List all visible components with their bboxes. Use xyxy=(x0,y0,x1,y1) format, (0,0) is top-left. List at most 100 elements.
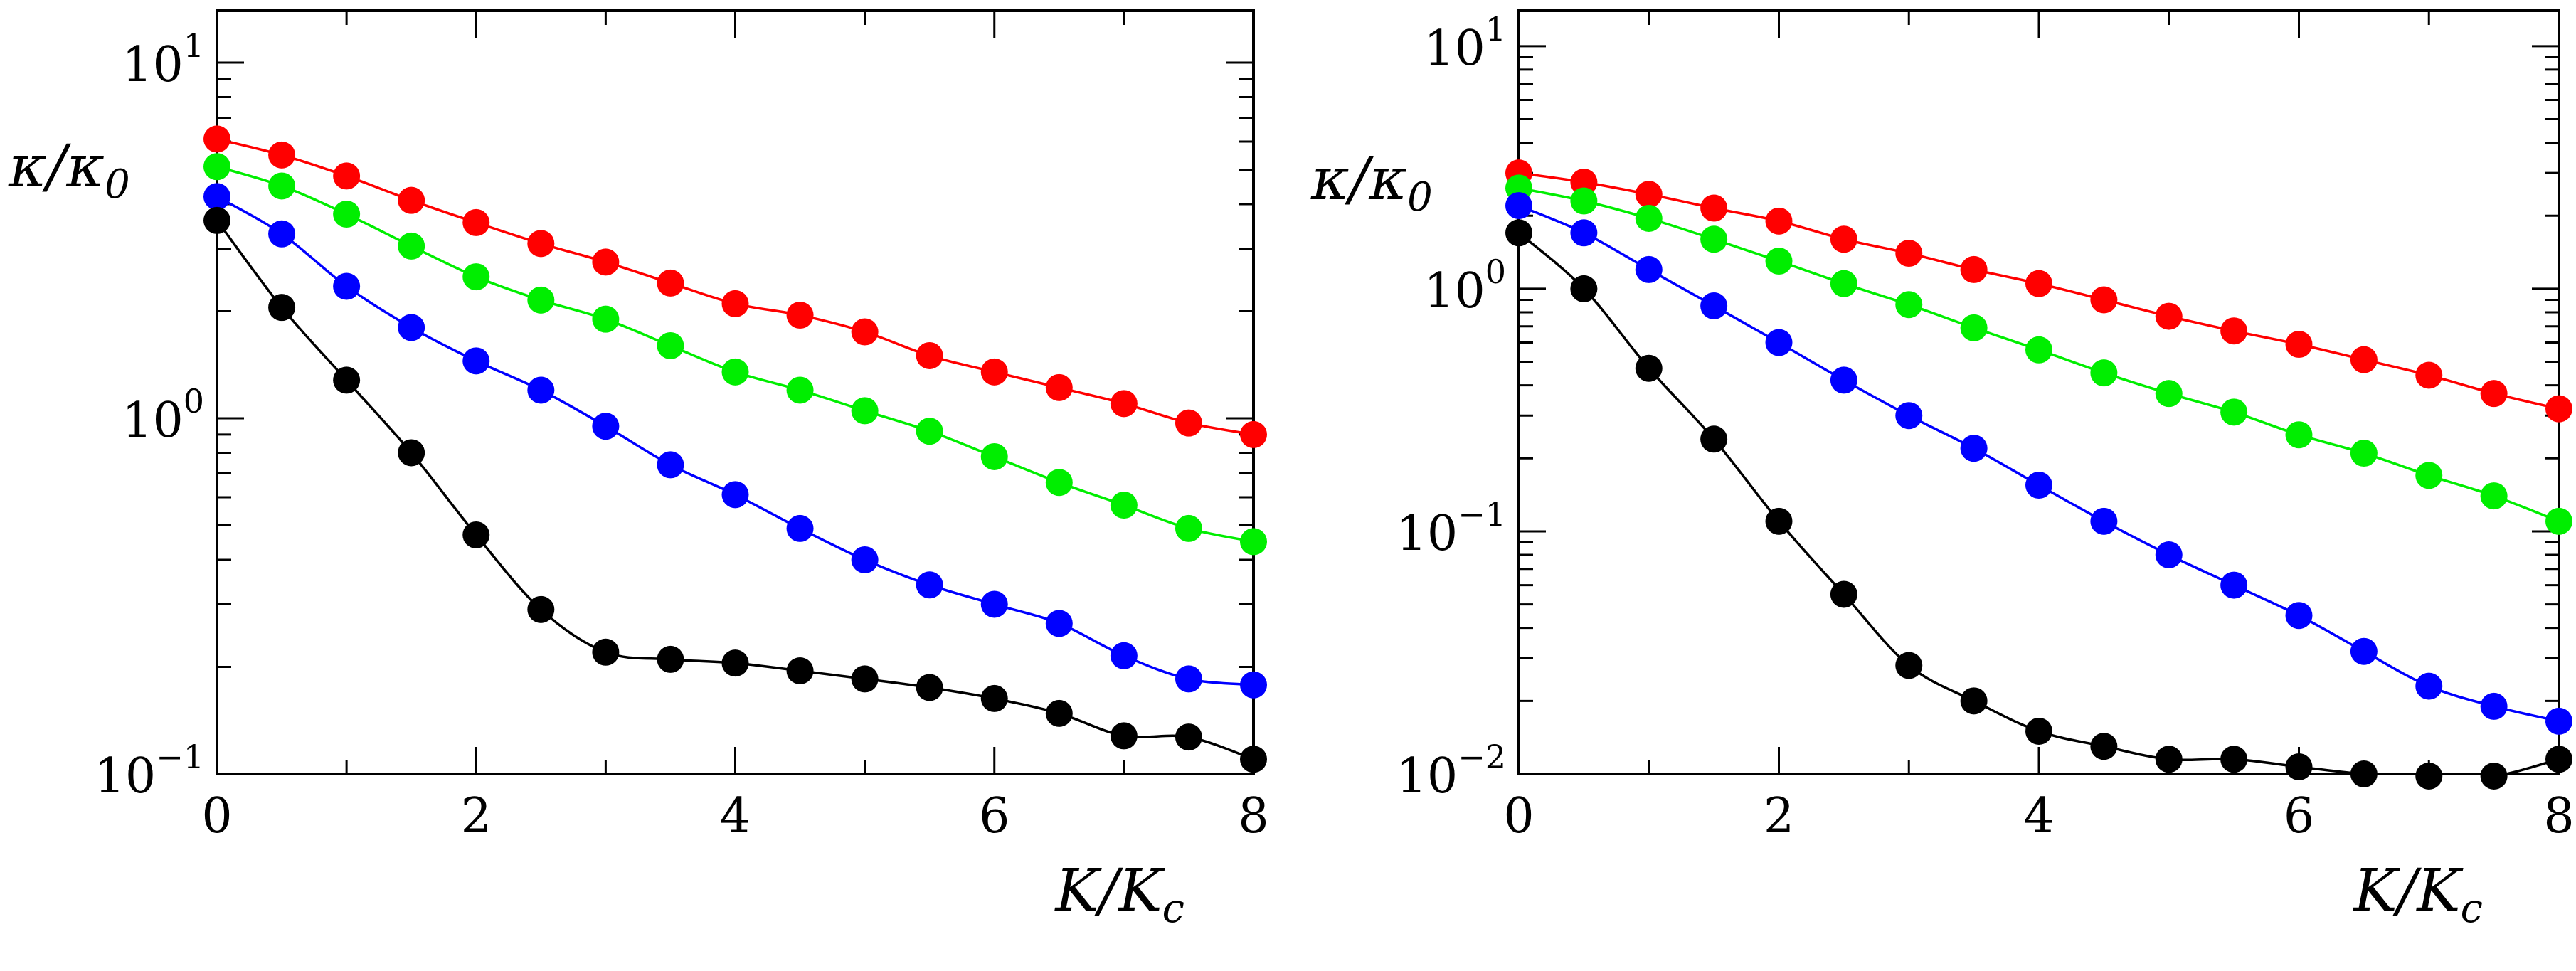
data-point-blue xyxy=(1045,610,1073,637)
y-tick-label: 101 xyxy=(122,26,204,93)
data-point-red xyxy=(1895,240,1923,267)
y-tick-label: 10−1 xyxy=(95,738,204,805)
x-tick-label: 4 xyxy=(2023,788,2054,844)
data-point-black xyxy=(2480,762,2508,790)
data-point-green xyxy=(1045,469,1073,497)
data-point-blue xyxy=(398,314,425,341)
data-point-green xyxy=(1240,528,1267,556)
data-point-green xyxy=(1635,204,1663,232)
data-point-black xyxy=(980,684,1008,712)
data-point-blue xyxy=(1765,329,1793,356)
y-tick-label-base: 10 xyxy=(1424,263,1485,319)
data-point-black xyxy=(2090,733,2118,760)
y-axis-title-base: κ/κ xyxy=(8,133,105,201)
data-point-green xyxy=(657,331,684,359)
data-point-green xyxy=(2285,421,2313,449)
data-point-green xyxy=(786,376,814,404)
data-point-red xyxy=(2545,395,2572,423)
data-point-black xyxy=(1635,354,1663,382)
data-point-blue xyxy=(527,376,555,404)
data-point-black xyxy=(203,206,230,234)
y-axis-title-base: κ/κ xyxy=(1310,146,1407,213)
data-point-red xyxy=(2155,302,2183,330)
y-axis-title: κ/κ0 xyxy=(8,133,130,208)
data-point-blue xyxy=(1505,192,1532,220)
data-point-red xyxy=(657,269,684,297)
data-point-red xyxy=(2480,380,2508,408)
data-point-green xyxy=(1830,270,1857,297)
x-axis-title-base: K/K xyxy=(2352,857,2464,925)
data-point-black xyxy=(2545,746,2572,773)
data-point-black xyxy=(1110,722,1138,750)
data-point-green xyxy=(2025,336,2052,364)
data-point-red xyxy=(1700,194,1728,222)
data-point-black xyxy=(1570,275,1598,302)
y-tick-label-exponent: −1 xyxy=(156,738,204,776)
data-point-black xyxy=(527,595,555,623)
y-tick-label: 101 xyxy=(1424,10,1506,77)
data-point-red xyxy=(203,125,230,153)
data-point-black xyxy=(1175,723,1202,751)
data-point-blue xyxy=(2090,507,2118,535)
data-point-black xyxy=(2155,746,2183,773)
data-point-red xyxy=(980,358,1008,386)
data-point-green xyxy=(333,201,361,228)
data-point-red xyxy=(1110,390,1138,418)
x-axis-title-base: K/K xyxy=(1054,857,1165,925)
markers xyxy=(203,125,1267,773)
data-point-red xyxy=(2415,361,2443,389)
data-point-green xyxy=(203,153,230,181)
x-tick-label: 6 xyxy=(979,788,1009,844)
data-point-blue xyxy=(2285,602,2313,630)
y-tick-label-exponent: −1 xyxy=(1458,495,1506,534)
data-point-blue xyxy=(592,413,620,440)
data-point-blue xyxy=(462,347,490,375)
x-tick-label: 2 xyxy=(461,788,492,844)
data-point-black xyxy=(1505,219,1532,247)
data-point-black xyxy=(592,638,620,666)
y-tick-label-base: 10 xyxy=(122,37,184,93)
data-point-red xyxy=(268,141,296,169)
plot-frame xyxy=(1517,9,2560,775)
data-point-red xyxy=(851,318,879,346)
data-point-black xyxy=(2025,717,2052,745)
x-axis-title: K/Kc xyxy=(1054,857,1184,932)
data-point-green xyxy=(2480,482,2508,510)
data-point-green xyxy=(916,418,943,445)
data-point-green xyxy=(980,442,1008,470)
data-point-red xyxy=(1240,420,1267,448)
data-point-green xyxy=(1110,492,1138,519)
data-point-red xyxy=(2220,317,2248,345)
data-point-black xyxy=(1895,652,1923,679)
data-point-black xyxy=(2285,753,2313,780)
data-point-blue xyxy=(1960,435,1988,462)
x-tick-label: 4 xyxy=(720,788,751,844)
data-point-red xyxy=(2350,346,2378,373)
data-point-green xyxy=(462,263,490,291)
data-point-blue xyxy=(1240,671,1267,699)
y-tick-label-base: 10 xyxy=(1396,506,1458,562)
data-point-red xyxy=(592,248,620,276)
data-point-green xyxy=(851,397,879,425)
data-point-green xyxy=(721,358,749,386)
data-point-green xyxy=(268,172,296,200)
data-point-red xyxy=(721,290,749,317)
data-point-red xyxy=(527,230,555,258)
data-point-black xyxy=(1830,580,1857,608)
data-point-red xyxy=(2025,270,2052,297)
data-point-green xyxy=(2090,359,2118,387)
y-tick-label: 100 xyxy=(122,382,204,449)
data-point-blue xyxy=(333,272,361,300)
data-point-blue xyxy=(2350,637,2378,665)
markers xyxy=(1505,159,2572,790)
data-point-green xyxy=(1960,314,1988,341)
data-point-green xyxy=(527,286,555,314)
data-point-blue xyxy=(1895,402,1923,430)
data-point-black xyxy=(1045,699,1073,727)
data-point-blue xyxy=(2415,672,2443,700)
series-line-black xyxy=(1519,231,2559,774)
data-point-red xyxy=(1960,255,1988,283)
y-tick-label: 10−2 xyxy=(1396,738,1506,805)
